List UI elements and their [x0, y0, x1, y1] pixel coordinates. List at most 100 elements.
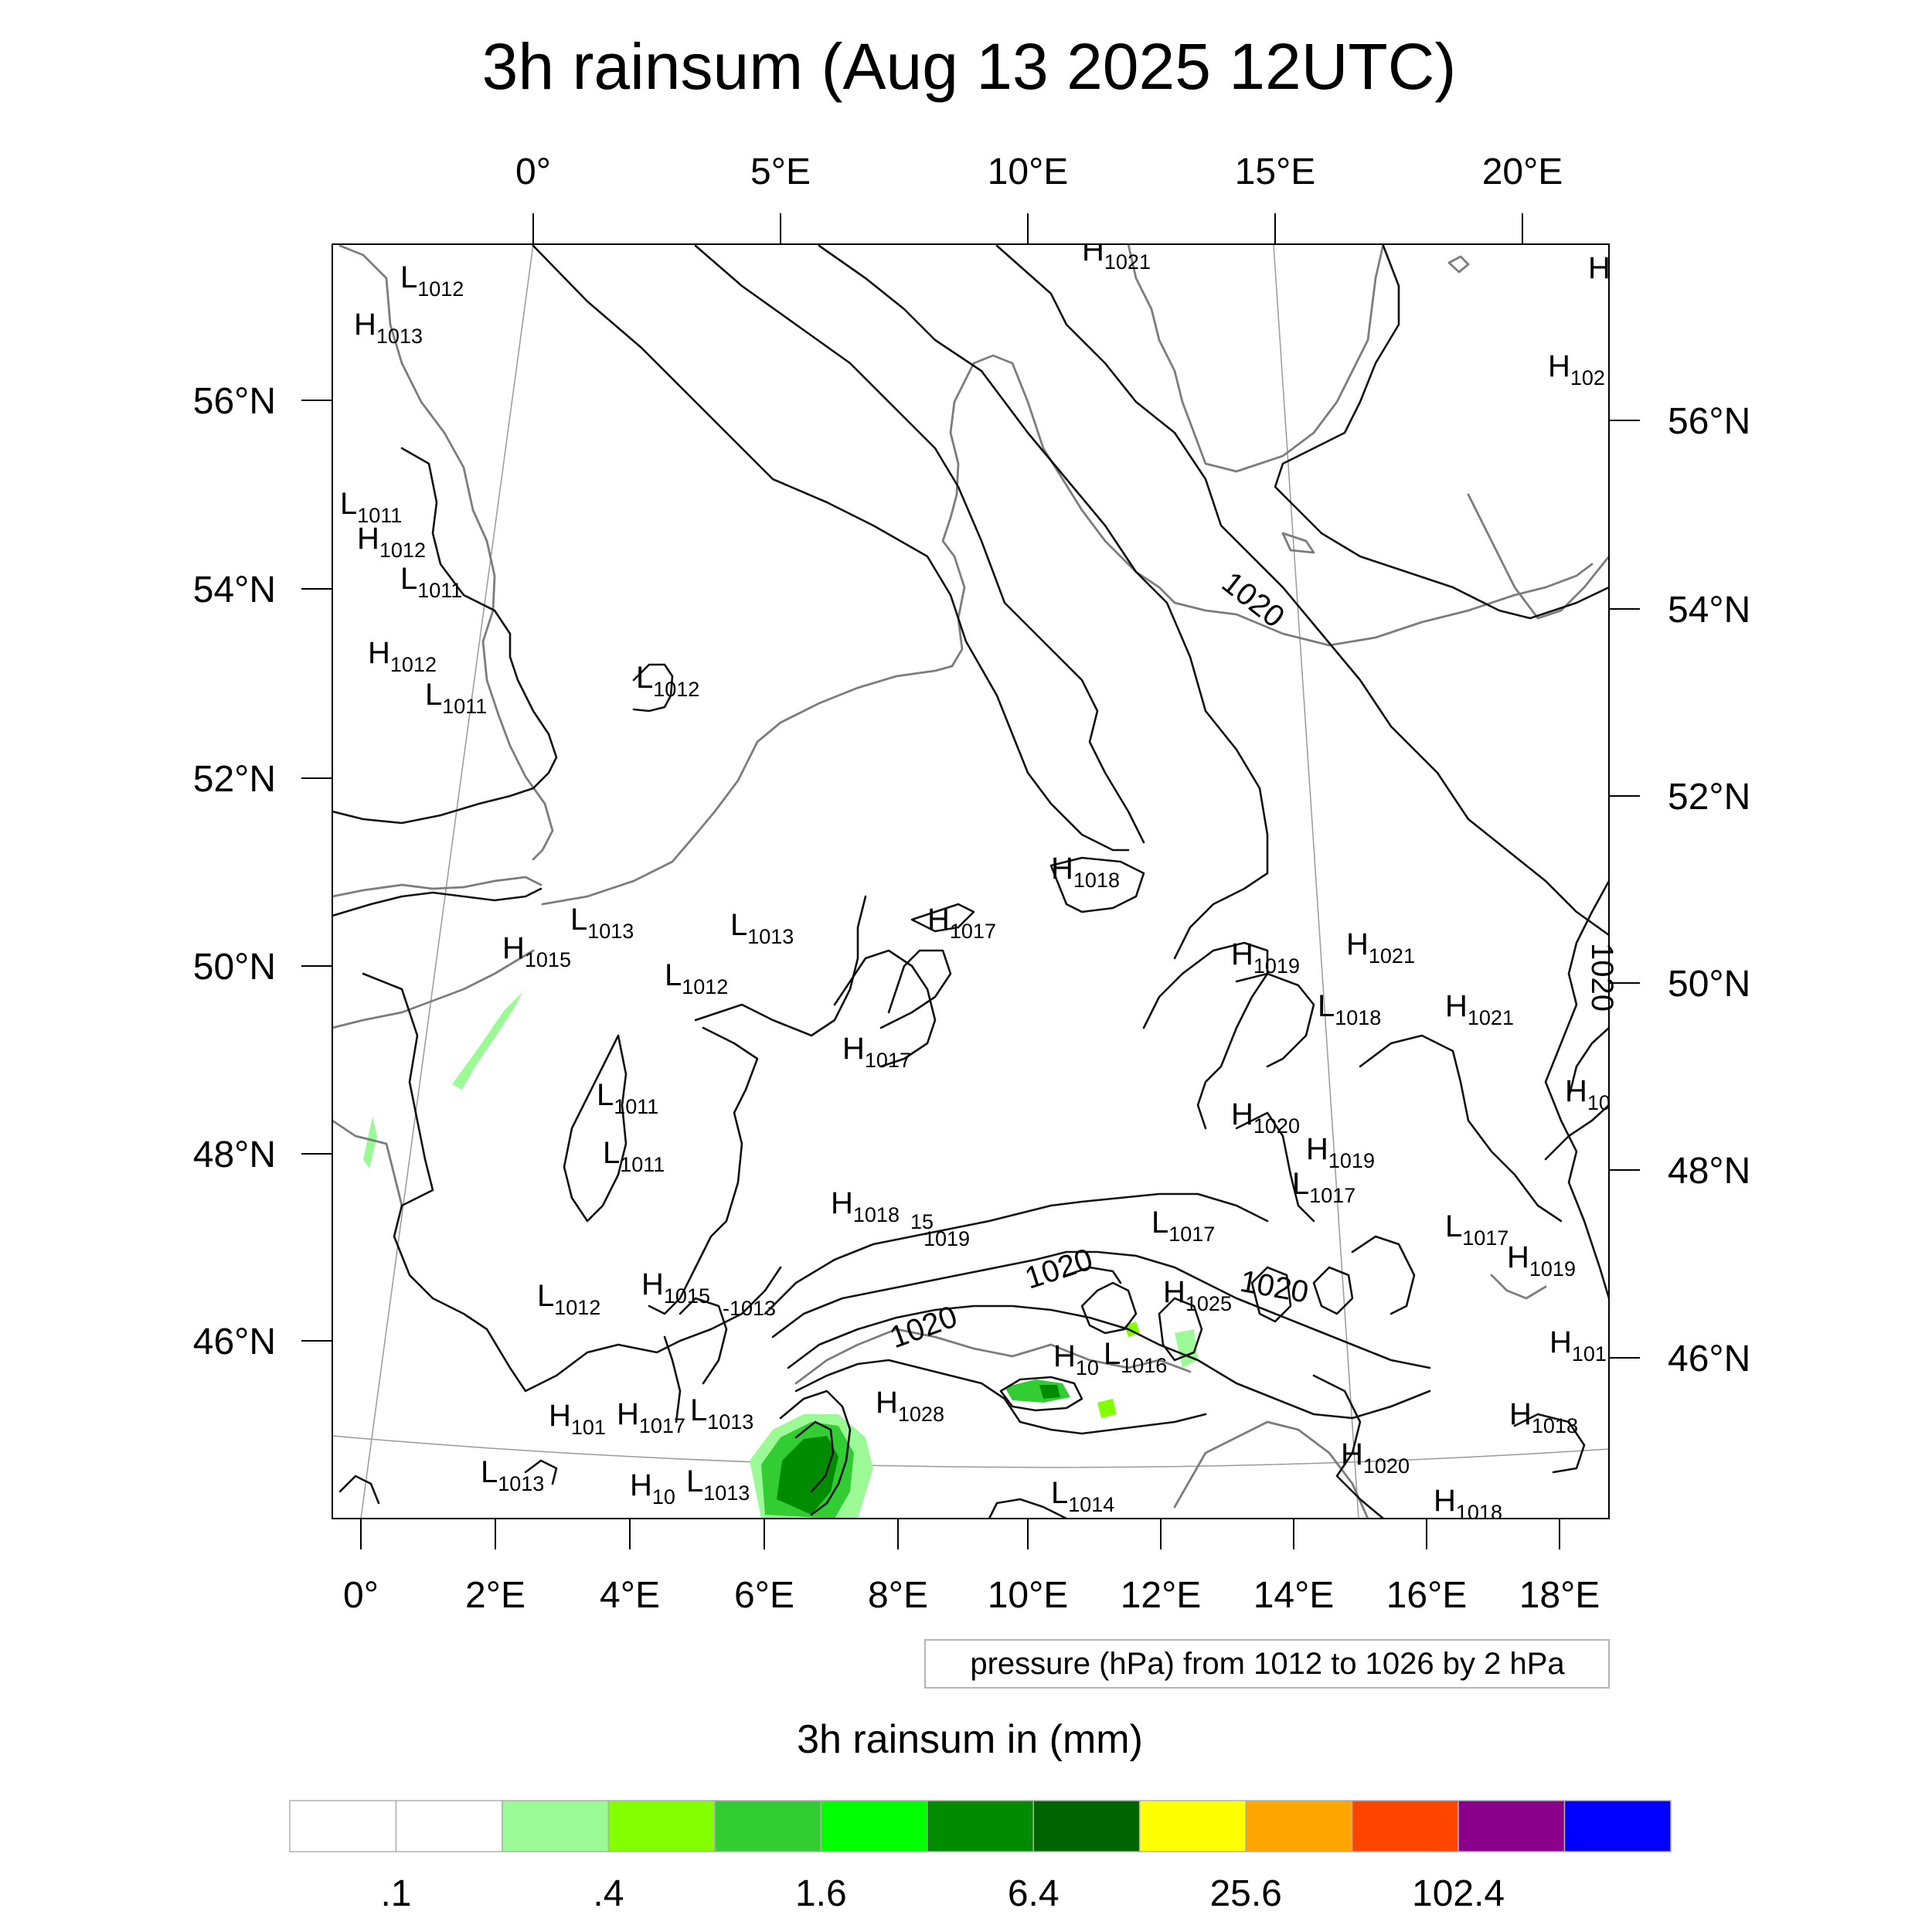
- pressure-center-labels: L1012H1013L1011H1012L1011H1012L1011L1012…: [340, 244, 1611, 1524]
- pressure-center-label: L1013: [481, 1455, 544, 1495]
- isobar-south-1: [988, 1498, 1068, 1519]
- pressure-center-value: 1018: [1335, 1006, 1381, 1029]
- isobar-alps-13: [1351, 1235, 1416, 1315]
- pressure-center-value: 10: [1587, 1091, 1611, 1114]
- bottom-lon-label: 6°E: [734, 1575, 794, 1616]
- pressure-center-value: 1011: [620, 1153, 665, 1176]
- pressure-center-kind: H: [1346, 927, 1369, 961]
- pressure-center-value: 1011: [614, 1095, 658, 1118]
- pressure-center-value: 1012: [653, 678, 699, 701]
- pressure-center-value: 1013: [707, 1410, 753, 1434]
- top-lon-label: 5°E: [750, 151, 811, 192]
- isobar-alps-5: [779, 1389, 852, 1516]
- pressure-center-kind: H: [1341, 1437, 1363, 1471]
- coast-bornholm: [1447, 255, 1470, 274]
- precip-alps-dark: [777, 1436, 838, 1515]
- pressure-center-label: L1013: [690, 1393, 753, 1434]
- coast-sweden: [1127, 244, 1385, 473]
- pressure-note: pressure (hPa) from 1012 to 1026 by 2 hP…: [970, 1647, 1565, 1681]
- pressure-center-kind: H: [1548, 349, 1570, 383]
- right-lat-label: 50°N: [1668, 964, 1750, 1005]
- isobar-biscay: [362, 972, 782, 1393]
- colorbar-box: [927, 1800, 1034, 1852]
- pressure-center-label: L1017: [1151, 1206, 1215, 1246]
- pressure-center-value: 1012: [379, 539, 426, 562]
- coast-channel-france: [332, 949, 535, 1029]
- pressure-center-value: 1019: [1529, 1257, 1576, 1281]
- pressure-center-label: H1020: [1341, 1437, 1410, 1478]
- isobar-poland-south: [1359, 1034, 1563, 1223]
- pressure-center-value: 1012: [554, 1296, 600, 1319]
- colorbar-tick-label: 102.4: [1412, 1873, 1505, 1914]
- isobar-alps-8: [1080, 1281, 1138, 1335]
- pressure-center-value: 1012: [417, 277, 464, 301]
- pressure-center-kind: H: [1565, 1074, 1587, 1108]
- coast-germany: [941, 354, 1014, 668]
- border-alps: [794, 1328, 1192, 1385]
- pressure-center-kind: H: [641, 1267, 664, 1301]
- colorbar-box: [1032, 1800, 1141, 1852]
- pressure-center-value: 101: [1572, 1342, 1607, 1366]
- pressure-center-value: 1018: [1456, 1501, 1502, 1524]
- pressure-center-kind: L: [1292, 1167, 1309, 1201]
- pressure-center-kind: L: [1104, 1337, 1121, 1371]
- pressure-center-value: 1018: [1532, 1414, 1578, 1437]
- isobar-east-wave: [1544, 1104, 1609, 1161]
- pressure-center-kind: H: [1051, 852, 1073, 886]
- isobar-alps-10: [1158, 1297, 1203, 1362]
- pressure-center-kind: H: [1231, 1097, 1253, 1131]
- pressure-center-kind: H: [1231, 937, 1253, 971]
- bottom-lon-label: 8°E: [868, 1575, 928, 1616]
- pressure-center-kind: H: [1445, 989, 1468, 1023]
- pressure-center-label: L1012: [665, 958, 728, 998]
- isobar-east-sw: [1567, 1026, 1609, 1099]
- pressure-center-label: H101: [549, 1399, 606, 1439]
- isobar-alps-1: [764, 1192, 1269, 1315]
- pressure-center-kind: H: [617, 1397, 639, 1431]
- pressure-center-kind: L: [537, 1279, 554, 1313]
- isobar-england: [332, 447, 558, 825]
- pressure-center-kind: H: [1549, 1325, 1572, 1359]
- pressure-center-label: H1013: [354, 308, 423, 348]
- left-lat-labels: 56°N 54°N 52°N 50°N 48°N 46°N: [193, 381, 276, 1362]
- pressure-center-value: 1017: [950, 920, 996, 943]
- pressure-center-value: 1015: [664, 1284, 710, 1308]
- pressure-center-label: L1013: [730, 908, 794, 948]
- pressure-center-label: L1012: [537, 1279, 600, 1319]
- right-lat-labels: 56°N 54°N 52°N 50°N 48°N 46°N: [1668, 401, 1750, 1379]
- pressure-center-value: 1017: [1309, 1184, 1355, 1207]
- colorbar-box: [395, 1800, 503, 1852]
- right-lat-label: 56°N: [1668, 401, 1750, 442]
- isobar-l1012-north: [632, 663, 674, 713]
- pressure-center-value: 1017: [639, 1414, 685, 1437]
- left-lat-label: 46°N: [193, 1321, 276, 1362]
- isobar-1014-north: [694, 244, 1145, 844]
- pressure-center-label: L1011: [597, 1078, 658, 1118]
- pressure-center-label: L1016: [1104, 1337, 1167, 1377]
- isobar-piedmont-a: [679, 1297, 728, 1385]
- pressure-center-value: 1015: [525, 948, 571, 971]
- pressure-center-kind: L: [665, 958, 682, 992]
- pressure-center-label: L1018: [1318, 989, 1381, 1029]
- pressure-center-label: H1017: [927, 903, 996, 943]
- map-area: [332, 244, 1609, 1519]
- right-lat-label: 48°N: [1668, 1151, 1750, 1192]
- pressure-center-label: H102: [1548, 349, 1605, 389]
- isobar-piedmont-b: [663, 1335, 682, 1423]
- isobar-h1018-loop: [1049, 856, 1145, 913]
- isobar-alps-7: [999, 1376, 1083, 1412]
- pressure-center-value: 1012: [390, 653, 437, 676]
- isobar-alps-3: [787, 1304, 1431, 1420]
- border-adriatic-north: [1490, 1274, 1547, 1300]
- bottom-lon-label: 14°E: [1253, 1575, 1335, 1616]
- pressure-center-kind: L: [570, 903, 587, 937]
- precip-brittany-band: [363, 1117, 377, 1168]
- isobar-alps-6: [794, 1420, 835, 1493]
- contour-label: 1020: [1585, 943, 1619, 1012]
- colorbar-box: [289, 1800, 397, 1852]
- isobar-alps-2: [771, 1250, 1431, 1369]
- pressure-center-label: H101: [1549, 1325, 1607, 1366]
- axis-ticks: [301, 213, 1640, 1549]
- isobar-alps-12: [1312, 1266, 1354, 1315]
- isobars: [332, 244, 1609, 1519]
